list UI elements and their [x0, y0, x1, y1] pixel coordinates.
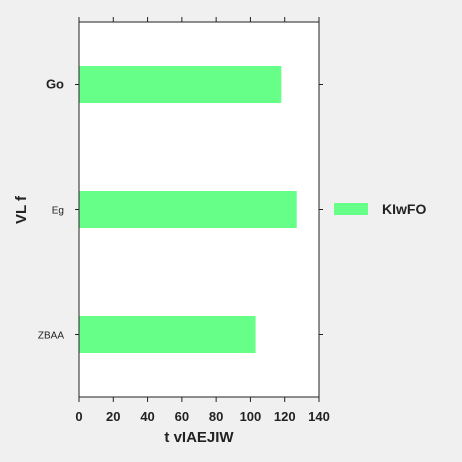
y-tick-label: Go	[46, 77, 64, 92]
legend-swatch	[334, 203, 368, 215]
x-tick-label: 40	[140, 409, 154, 424]
bar	[79, 191, 297, 228]
x-tick-label: 20	[106, 409, 120, 424]
x-tick-label: 0	[75, 409, 82, 424]
legend-label: KIwFO	[382, 201, 426, 217]
x-tick-label: 60	[175, 409, 189, 424]
x-tick-label: 120	[274, 409, 296, 424]
y-axis-title: VL f	[13, 195, 30, 224]
y-tick-label: Eg	[52, 206, 64, 217]
bar	[79, 316, 256, 353]
x-tick-label: 140	[308, 409, 330, 424]
y-tick-label: ZBAA	[38, 331, 64, 342]
bar	[79, 66, 281, 103]
x-axis-title: t vIAEJIW	[164, 429, 234, 446]
x-tick-label: 100	[240, 409, 262, 424]
x-tick-label: 80	[209, 409, 223, 424]
legend: KIwFO	[334, 201, 426, 217]
